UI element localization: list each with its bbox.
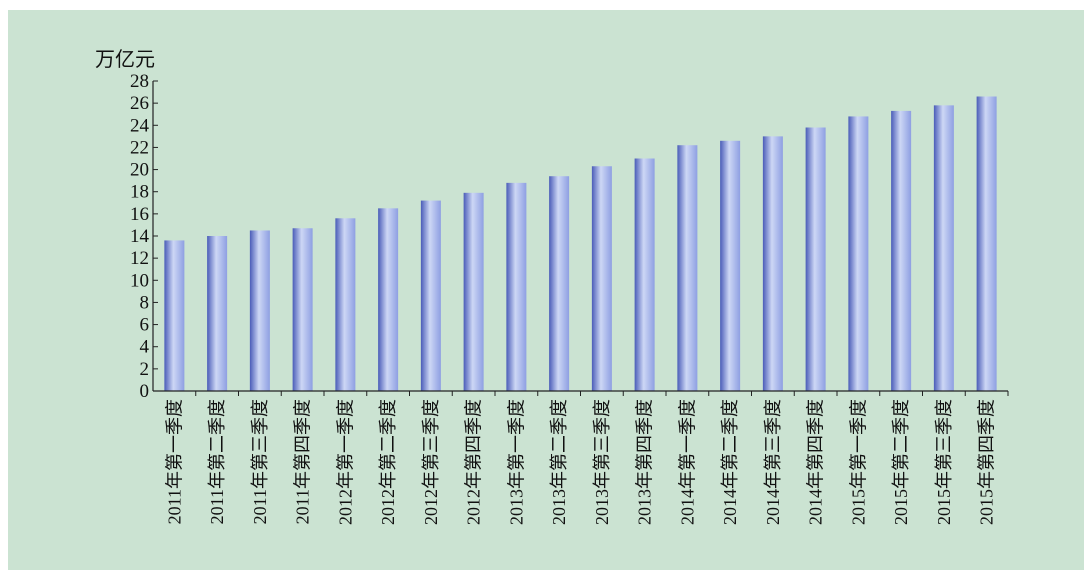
x-tick-label: 2014年第一季度 [677,399,697,525]
x-tick-label: 2013年第三季度 [592,399,612,525]
bar-17 [848,116,869,391]
bars-group [164,96,997,392]
bar-18 [891,110,912,392]
bar-10 [549,176,570,391]
y-tick-label: 8 [140,292,150,313]
x-tick-label: 2015年第四季度 [977,399,997,525]
x-tick-label: 2012年第二季度 [378,399,398,525]
x-tick-label: 2015年第一季度 [848,399,868,525]
y-tick-label: 4 [140,337,150,358]
y-tick-label: 6 [140,315,150,336]
bar-5 [335,218,356,391]
bar-19 [933,105,954,391]
y-tick-label: 24 [130,115,150,136]
y-tick-label: 12 [130,248,149,269]
x-tick-label: 2012年第四季度 [464,399,484,525]
x-tick-label: 2013年第一季度 [506,399,526,525]
bar-11 [591,166,612,391]
y-axis-label: 万亿元 [95,48,155,71]
chart-background: 万亿元 0 2 4 6 8 10 12 14 16 18 20 22 24 26 28 2011年第一季度 2… [8,10,1084,570]
x-ticks-group: 2011年第一季度 2011年第二季度 2011年第三季度 2011年第四季度 2012… [164,391,1009,525]
x-tick-label: 2014年第二季度 [720,399,740,525]
x-tick-label: 2013年第四季度 [635,399,655,525]
bar-8 [463,192,484,391]
x-tick-label: 2013年第二季度 [549,399,569,525]
y-tick-label: 16 [130,204,149,225]
bar-12 [634,158,655,391]
x-tick-label: 2011年第三季度 [250,399,270,524]
bar-6 [378,208,399,391]
y-tick-label: 22 [130,137,149,158]
x-tick-label: 2011年第二季度 [207,399,227,524]
bar-15 [762,136,783,391]
x-tick-label: 2011年第四季度 [293,399,313,524]
x-tick-label: 2015年第三季度 [934,399,954,525]
bar-4 [292,228,313,391]
x-tick-label: 2014年第三季度 [763,399,783,525]
bar-3 [249,230,270,391]
bar-1 [164,240,185,391]
y-tick-label: 20 [130,160,149,181]
y-tick-label: 28 [130,71,149,92]
bar-2 [207,236,228,391]
bar-14 [720,140,741,391]
y-tick-label: 18 [130,182,149,203]
bar-13 [677,145,698,391]
bar-20 [976,96,997,391]
bar-9 [506,182,527,391]
y-tick-label: 26 [130,93,149,114]
x-tick-label: 2015年第二季度 [891,399,911,525]
x-tick-label: 2012年第一季度 [335,399,355,525]
x-tick-label: 2011年第一季度 [164,399,184,524]
y-tick-label: 2 [140,359,150,380]
bar-7 [420,200,441,391]
x-tick-label: 2012年第三季度 [421,399,441,525]
y-tick-label: 10 [130,270,149,291]
bar-16 [805,127,826,391]
y-tick-label: 14 [130,226,150,247]
x-tick-label: 2014年第四季度 [806,399,826,525]
y-tick-label: 0 [140,381,150,402]
